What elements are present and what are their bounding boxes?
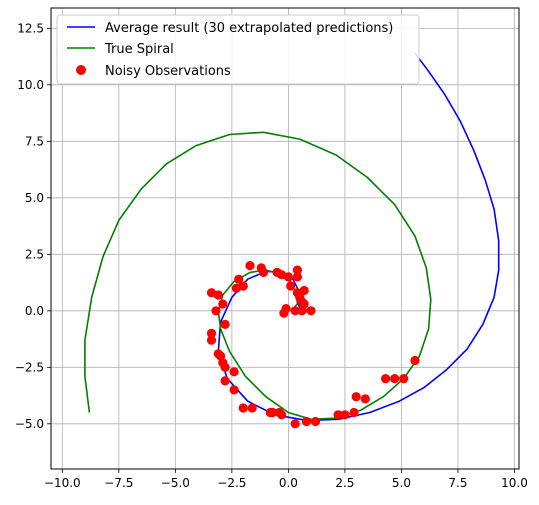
- data-point: [310, 416, 321, 427]
- data-point: [351, 392, 361, 402]
- y-tick-label: 10.0: [17, 78, 44, 92]
- y-tick-label: 0.0: [25, 304, 44, 318]
- data-point: [399, 374, 409, 384]
- data-point: [340, 410, 350, 420]
- data-point: [277, 410, 287, 420]
- data-point: [238, 403, 248, 413]
- y-tick-label: −2.5: [15, 360, 44, 374]
- x-tick-label: 7.5: [448, 476, 467, 490]
- legend-swatch-noisy: [76, 65, 86, 75]
- data-point: [292, 272, 302, 282]
- legend-box: [56, 14, 420, 85]
- legend: Average result (30 extrapolated predicti…: [56, 14, 420, 85]
- data-point: [213, 290, 223, 300]
- x-tick-label: −10.0: [44, 476, 81, 490]
- legend-label-true-spiral: True Spiral: [104, 42, 174, 57]
- data-point: [286, 281, 296, 291]
- data-point: [390, 374, 400, 384]
- data-point: [297, 306, 307, 316]
- x-axis: −10.0 −7.5 −5.0 −2.5 0.0 2.5 5.0 7.5 10.0: [44, 469, 528, 490]
- data-point: [301, 416, 312, 427]
- data-point: [268, 407, 278, 418]
- scatter-points: [206, 261, 420, 429]
- data-point: [306, 306, 316, 316]
- data-point: [218, 299, 228, 309]
- x-tick-label: 5.0: [392, 476, 411, 490]
- data-point: [247, 403, 257, 413]
- data-point: [211, 306, 221, 316]
- data-point: [245, 261, 255, 271]
- x-tick-label: 10.0: [501, 476, 528, 490]
- data-point: [290, 419, 300, 429]
- x-tick-label: −2.5: [217, 476, 246, 490]
- legend-label-average: Average result (30 extrapolated predicti…: [105, 21, 393, 36]
- x-tick-label: −5.0: [161, 476, 190, 490]
- data-point: [410, 355, 420, 366]
- y-tick-label: 12.5: [17, 21, 44, 35]
- data-point: [220, 376, 230, 386]
- plot-frame: [50, 7, 520, 470]
- y-tick-label: −5.0: [15, 417, 44, 431]
- y-axis: −5.0 −2.5 0.0 2.5 5.0 7.5 10.0 12.5: [15, 21, 51, 431]
- data-point: [206, 328, 217, 338]
- data-point: [229, 367, 239, 377]
- y-tick-label: 2.5: [25, 247, 44, 261]
- data-point: [292, 265, 302, 275]
- data-point: [381, 374, 391, 384]
- data-point: [292, 288, 302, 298]
- data-point: [279, 308, 289, 318]
- data-point: [360, 394, 370, 404]
- data-point: [220, 319, 230, 329]
- y-tick-label: 5.0: [25, 191, 44, 205]
- y-tick-label: 7.5: [25, 134, 44, 148]
- data-point: [238, 281, 248, 291]
- data-point: [349, 407, 359, 418]
- data-point: [290, 306, 300, 316]
- data-point: [256, 263, 266, 273]
- data-point: [234, 274, 244, 284]
- x-tick-label: −7.5: [104, 476, 133, 490]
- data-point: [229, 385, 239, 395]
- x-tick-label: 2.5: [335, 476, 354, 490]
- x-tick-label: 0.0: [279, 476, 298, 490]
- data-point: [277, 270, 287, 280]
- data-point: [206, 335, 217, 345]
- data-point: [220, 362, 230, 372]
- data-point: [333, 410, 343, 420]
- legend-label-noisy: Noisy Observations: [105, 64, 231, 79]
